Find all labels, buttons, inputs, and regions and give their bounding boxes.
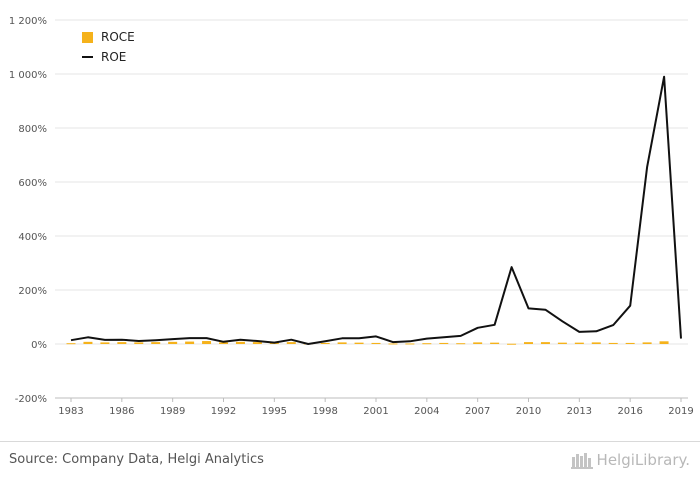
chart-plot: -200% 0% 200% 400% 600% 800% 1 000% 1 200% 1983 1… — [9, 16, 694, 417]
x-tick-label: 1995 — [262, 406, 287, 417]
roce-bar — [388, 343, 398, 345]
brand-label: HelgiLibrary. — [596, 451, 690, 469]
legend-item-roce[interactable]: ROCE — [82, 27, 135, 47]
brand-logo[interactable]: HelgiLibrary. — [570, 451, 690, 469]
x-tick-label: 1989 — [160, 406, 185, 417]
roce-swatch — [82, 31, 93, 43]
x-tick-label: 1992 — [211, 406, 236, 417]
x-tick-label: 2001 — [363, 406, 388, 417]
roce-bar — [524, 342, 533, 344]
roce-bar — [625, 342, 635, 344]
roce-bar — [659, 341, 669, 344]
library-icon — [570, 453, 593, 469]
x-tick-label: 1998 — [312, 406, 337, 417]
roce-bar — [354, 342, 364, 344]
roce-bar — [507, 343, 517, 345]
y-tick-label: 800% — [18, 124, 47, 135]
roce-bar — [371, 342, 381, 344]
roce-bar — [252, 342, 262, 344]
roce-bar — [574, 342, 584, 344]
roce-bar — [608, 342, 618, 344]
x-tick-label: 1986 — [109, 406, 134, 417]
roce-bar — [320, 342, 330, 344]
x-tick-label: 1983 — [58, 406, 83, 417]
roce-bar — [134, 342, 144, 344]
roce-bar — [337, 342, 347, 344]
y-tick-label: 600% — [18, 178, 47, 189]
roce-bar — [202, 341, 212, 344]
roce-bar — [405, 343, 415, 345]
y-tick-label: 1 000% — [9, 70, 47, 81]
legend-label-roe: ROE — [101, 50, 127, 64]
roce-bar — [83, 341, 93, 344]
roce-bar — [490, 342, 500, 344]
legend-item-roe[interactable]: ROE — [82, 47, 135, 67]
roce-bar — [540, 342, 550, 344]
y-tick-label: -200% — [15, 394, 47, 405]
roce-bar — [422, 343, 432, 345]
y-tick-label: 400% — [18, 232, 47, 243]
roce-bar — [235, 341, 245, 344]
roce-bar — [642, 342, 652, 344]
roce-bar — [117, 342, 127, 344]
chart: -200% 0% 200% 400% 600% 800% 1 000% 1 200% 1983 1… — [9, 16, 694, 417]
roce-bar — [557, 342, 567, 344]
x-tick-label: 2004 — [414, 406, 439, 417]
roce-bar — [168, 341, 178, 344]
roce-bar — [456, 343, 466, 345]
y-tick-label: 0% — [31, 340, 47, 351]
roce-bar — [591, 342, 601, 344]
x-tick-label: 2007 — [465, 406, 490, 417]
x-tick-label: 2013 — [567, 406, 592, 417]
roce-bar — [286, 342, 296, 344]
roce-bar — [219, 342, 228, 344]
y-tick-label: 1 200% — [9, 16, 47, 27]
legend-label-roce: ROCE — [101, 30, 135, 44]
roce-bar — [100, 342, 110, 344]
y-tick-label: 200% — [18, 286, 47, 297]
roce-bar — [151, 342, 161, 344]
x-tick-label: 2010 — [516, 406, 541, 417]
footer: Source: Company Data, Helgi Analytics He… — [0, 441, 700, 484]
roe-line — [70, 75, 682, 345]
x-tick-label: 2016 — [617, 406, 642, 417]
legend: ROCE ROE — [82, 27, 135, 67]
roce-bar — [185, 341, 195, 344]
roce-bar — [439, 342, 449, 344]
roe-swatch — [82, 56, 93, 58]
source-note: Source: Company Data, Helgi Analytics — [9, 452, 264, 467]
x-tick-label: 2019 — [668, 406, 693, 417]
roce-bar — [66, 343, 76, 345]
roce-bar — [473, 342, 483, 344]
